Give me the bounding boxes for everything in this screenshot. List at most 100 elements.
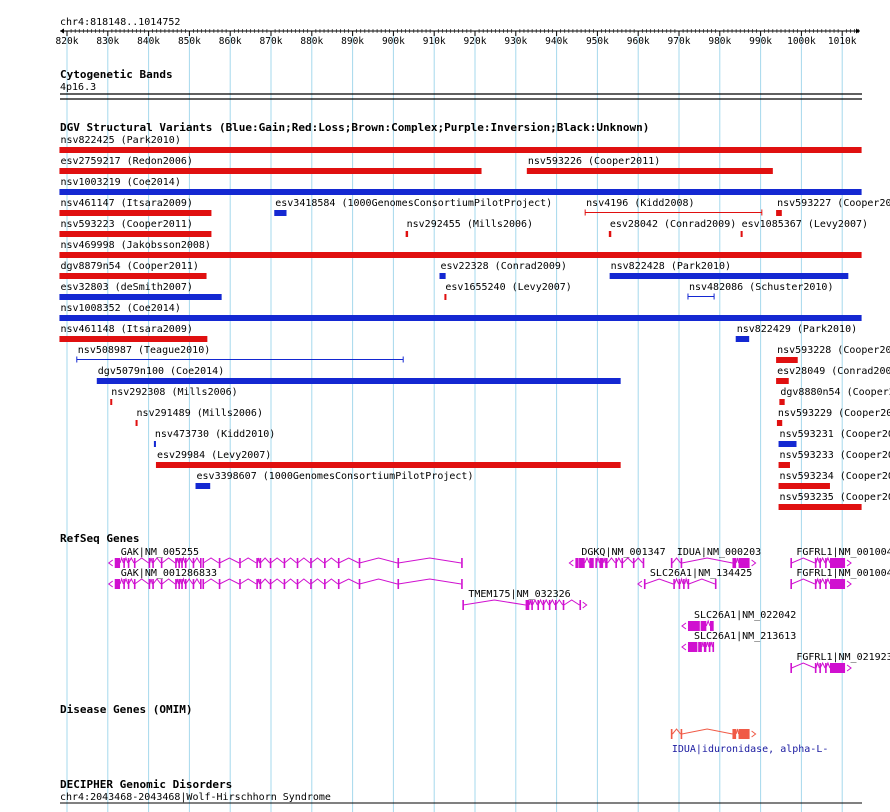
variant-esv3398607[interactable]: esv3398607 (1000GenomesConsortiumPilotPr… <box>195 471 474 489</box>
variant-nsv593229[interactable]: nsv593229 (Cooper2011) <box>776 408 890 426</box>
omim-gene-idua[interactable]: IDUA|iduronidase, alpha-L- <box>670 728 829 755</box>
variant-nsv593235[interactable]: nsv593235 (Cooper2011) <box>778 492 890 510</box>
variant-nsv593223[interactable]: nsv593223 (Cooper2011) <box>59 219 212 237</box>
exon-block <box>548 600 551 610</box>
variant-nsv593226[interactable]: nsv593226 (Cooper2011) <box>526 156 773 174</box>
exon-block <box>218 558 221 568</box>
strand-arrow-icon <box>637 580 643 588</box>
variant-dgv5079n100[interactable]: dgv5079n100 (Coe2014) <box>96 366 621 384</box>
intron-line <box>701 641 705 648</box>
variant-nsv473730[interactable]: nsv473730 (Kidd2010) <box>153 429 275 447</box>
variant-dgv8880n54[interactable]: dgv8880n54 (Cooper2011) <box>779 387 890 405</box>
variant-dgv8879n54[interactable]: dgv8879n54 (Cooper2011) <box>59 261 207 279</box>
exon-block <box>200 558 202 568</box>
variant-esv1655240[interactable]: esv1655240 (Levy2007) <box>444 282 572 300</box>
exon-block <box>698 642 702 652</box>
intron-line <box>219 557 240 564</box>
exon-block <box>712 642 715 652</box>
variant-nsv593234[interactable]: nsv593234 (Cooper2011) <box>778 471 890 489</box>
variant-nsv822429[interactable]: nsv822429 (Park2010) <box>735 324 857 342</box>
variant-esv32803[interactable]: esv32803 (deSmith2007) <box>59 282 222 300</box>
exon-block <box>239 579 241 589</box>
variant-nsv482086[interactable]: nsv482086 (Schuster2010) <box>687 282 834 300</box>
exon-block <box>152 558 154 568</box>
refseq-track: RefSeq Genes GAK|NM_005255 GAK|NM_0012868… <box>60 532 890 673</box>
variant-bar <box>59 294 222 300</box>
gene-slc26a1[interactable]: SLC26A1|NM_213613 <box>681 631 796 652</box>
variant-nsv292455[interactable]: nsv292455 (Mills2006) <box>405 219 533 237</box>
variant-bar <box>59 147 862 153</box>
intron-line <box>310 578 325 585</box>
ruler-tick-label: 1000k <box>787 36 816 47</box>
variant-bar <box>135 420 138 426</box>
variant-nsv508987[interactable]: nsv508987 (Teague2010) <box>76 345 404 363</box>
intron-line <box>338 578 359 585</box>
intron-line <box>134 578 149 585</box>
variant-nsv593231[interactable]: nsv593231 (Cooper2011) <box>778 429 890 447</box>
exon-block <box>708 642 711 652</box>
exon-block <box>599 558 604 568</box>
variant-label: nsv593229 (Cooper2011) <box>778 408 890 419</box>
gene-slc26a1[interactable]: SLC26A1|NM_022042 <box>681 610 796 631</box>
variant-esv2759217[interactable]: esv2759217 (Redon2006) <box>59 156 482 174</box>
variant-esv28049[interactable]: esv28049 (Conrad2009) <box>776 366 890 384</box>
intron-line <box>819 577 826 585</box>
variant-nsv593227[interactable]: nsv593227 (Cooper2011) <box>776 198 890 216</box>
exon-block <box>632 558 635 568</box>
variant-nsv593233[interactable]: nsv593233 (Cooper2011) <box>778 450 890 468</box>
gene-gak[interactable]: GAK|NM_001286833 <box>107 568 463 589</box>
intron-line <box>193 557 201 564</box>
variant-nsv461147[interactable]: nsv461147 (Itsara2009) <box>59 198 212 216</box>
variant-nsv593228[interactable]: nsv593228 (Cooper2011) <box>776 345 890 363</box>
exon-block <box>680 558 683 568</box>
intron-line <box>185 578 194 585</box>
variant-nsv1003219[interactable]: nsv1003219 (Coe2014) <box>59 177 862 195</box>
variant-label: esv2759217 (Redon2006) <box>60 156 192 167</box>
variant-esv1085367[interactable]: esv1085367 (Levy2007) <box>740 219 868 237</box>
intron-line <box>324 578 339 585</box>
variant-label: esv32803 (deSmith2007) <box>60 282 192 293</box>
gene-fgfrl1[interactable]: FGFRL1|NM_00100435 <box>790 547 890 568</box>
variant-label: nsv469998 (Jakobsson2008) <box>60 240 211 251</box>
variant-nsv292308[interactable]: nsv292308 (Mills2006) <box>110 387 238 405</box>
gene-label: FGFRL1|NM_00100435 <box>796 547 890 558</box>
gene-fgfrl1[interactable]: FGFRL1|NM_021923 <box>790 652 890 673</box>
exon-block <box>678 579 681 589</box>
variant-nsv4196[interactable]: nsv4196 (Kidd2008) <box>584 198 763 216</box>
variant-nsv461148[interactable]: nsv461148 (Itsara2009) <box>59 324 208 342</box>
variant-label: esv1655240 (Levy2007) <box>445 282 571 293</box>
variant-nsv822425[interactable]: nsv822425 (Park2010) <box>59 135 862 153</box>
exon-block <box>814 579 817 589</box>
gene-tmem175[interactable]: TMEM175|NM_032326 <box>462 589 588 610</box>
variant-esv28042[interactable]: esv28042 (Conrad2009) <box>608 219 736 237</box>
exon-block <box>825 579 827 589</box>
variant-nsv291489[interactable]: nsv291489 (Mills2006) <box>135 408 263 426</box>
gene-dgkq[interactable]: DGKQ|NM_001347 <box>568 547 666 568</box>
variant-esv22328[interactable]: esv22328 (Conrad2009) <box>439 261 567 279</box>
exon-block <box>790 663 792 673</box>
intron-line <box>134 557 149 564</box>
exon-block <box>310 558 312 568</box>
gene-slc26a1[interactable]: SLC26A1|NM_134425 <box>637 568 752 589</box>
variant-nsv822428[interactable]: nsv822428 (Park2010) <box>609 261 849 279</box>
gene-label: FGFRL1|NM_00100435 <box>796 568 890 579</box>
gene-fgfrl1[interactable]: FGFRL1|NM_00100435 <box>790 568 890 589</box>
exon-block <box>397 558 400 568</box>
variant-esv29984[interactable]: esv29984 (Levy2007) <box>155 450 621 468</box>
variant-bar <box>153 441 156 447</box>
gene-gak[interactable]: GAK|NM_005255 <box>107 547 463 568</box>
exon-block <box>202 558 205 568</box>
intron-line <box>672 728 682 735</box>
variant-nsv469998[interactable]: nsv469998 (Jakobsson2008) <box>59 240 862 258</box>
refseq-title: RefSeq Genes <box>60 532 139 545</box>
decipher-entry[interactable]: chr4:2043468-2043468|Wolf-Hirschhorn Syn… <box>60 792 331 803</box>
variant-esv3418584[interactable]: esv3418584 (1000GenomesConsortiumPilotPr… <box>274 198 552 216</box>
variant-bar <box>526 168 773 174</box>
variant-nsv1008352[interactable]: nsv1008352 (Coe2014) <box>59 303 862 321</box>
variant-bar <box>155 462 621 468</box>
variant-label: nsv1008352 (Coe2014) <box>60 303 180 314</box>
exon-block <box>589 558 594 568</box>
exon-block <box>269 579 272 589</box>
gene-idua[interactable]: IDUA|NM_000203 <box>670 547 761 568</box>
